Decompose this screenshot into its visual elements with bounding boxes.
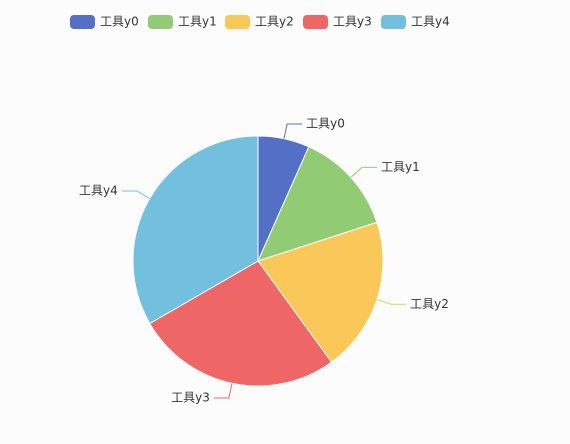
label-line	[283, 123, 303, 139]
legend-swatch[interactable]	[381, 15, 406, 29]
legend-swatch[interactable]	[70, 15, 95, 29]
label-line	[376, 299, 407, 305]
legend-label[interactable]: 工具y2	[255, 15, 294, 29]
pie-slice[interactable]	[257, 221, 384, 363]
slice-label: 工具y1	[381, 160, 420, 174]
legend-label[interactable]: 工具y1	[178, 15, 217, 29]
label-line	[121, 190, 150, 199]
label-line	[213, 383, 233, 399]
legend-label[interactable]: 工具y3	[333, 15, 372, 29]
pie-slice[interactable]	[132, 135, 259, 325]
label-line	[350, 166, 378, 178]
slice-label: 工具y2	[410, 297, 449, 311]
legend-swatch[interactable]	[225, 15, 250, 29]
slice-label: 工具y3	[171, 390, 210, 404]
legend-label[interactable]: 工具y0	[100, 15, 139, 29]
legend-swatch[interactable]	[148, 15, 173, 29]
pie-slice[interactable]	[149, 260, 333, 387]
pie-slice[interactable]	[257, 146, 378, 262]
legend-swatch[interactable]	[303, 15, 328, 29]
slice-label: 工具y0	[306, 117, 345, 131]
slice-label: 工具y4	[79, 184, 118, 198]
legend-label[interactable]: 工具y4	[411, 15, 450, 29]
